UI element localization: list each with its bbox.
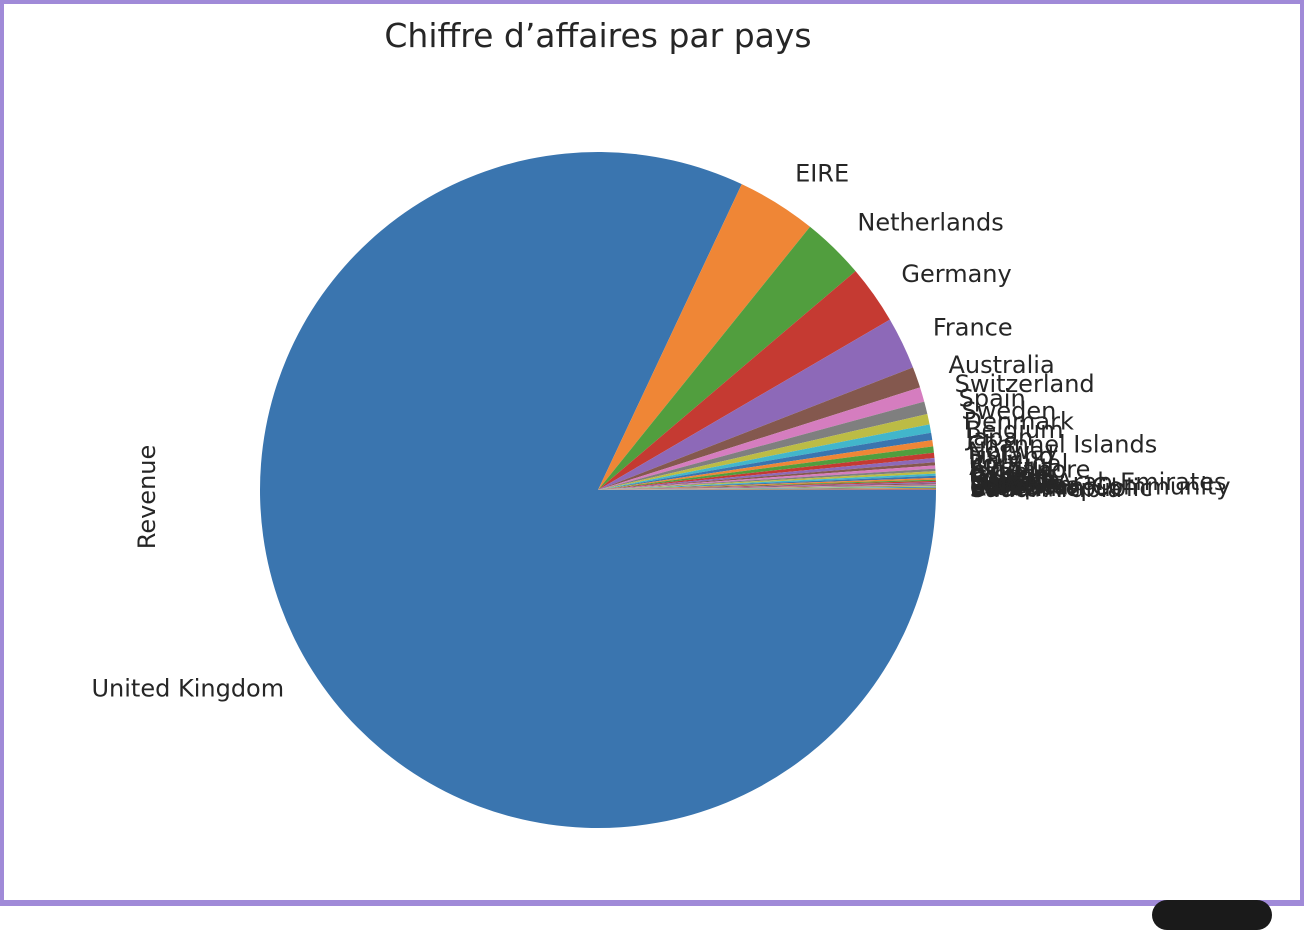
pie-chart: United Kingdom EIRE Netherlands Germany Fran… xyxy=(0,0,1304,908)
slice-label: Germany xyxy=(901,260,1011,288)
slice-label: France xyxy=(933,313,1013,341)
overlay-widget xyxy=(1152,900,1272,930)
slice-label: United Kingdom xyxy=(91,674,284,702)
chart-title: Chiffre d’affaires par pays xyxy=(0,16,1196,55)
y-axis-label: Revenue xyxy=(133,445,161,550)
slice-label: Netherlands xyxy=(857,209,1003,237)
slice-label: EIRE xyxy=(795,160,849,188)
pie-slices xyxy=(260,152,936,828)
slice-label: Saudi Arabia xyxy=(970,475,1122,503)
